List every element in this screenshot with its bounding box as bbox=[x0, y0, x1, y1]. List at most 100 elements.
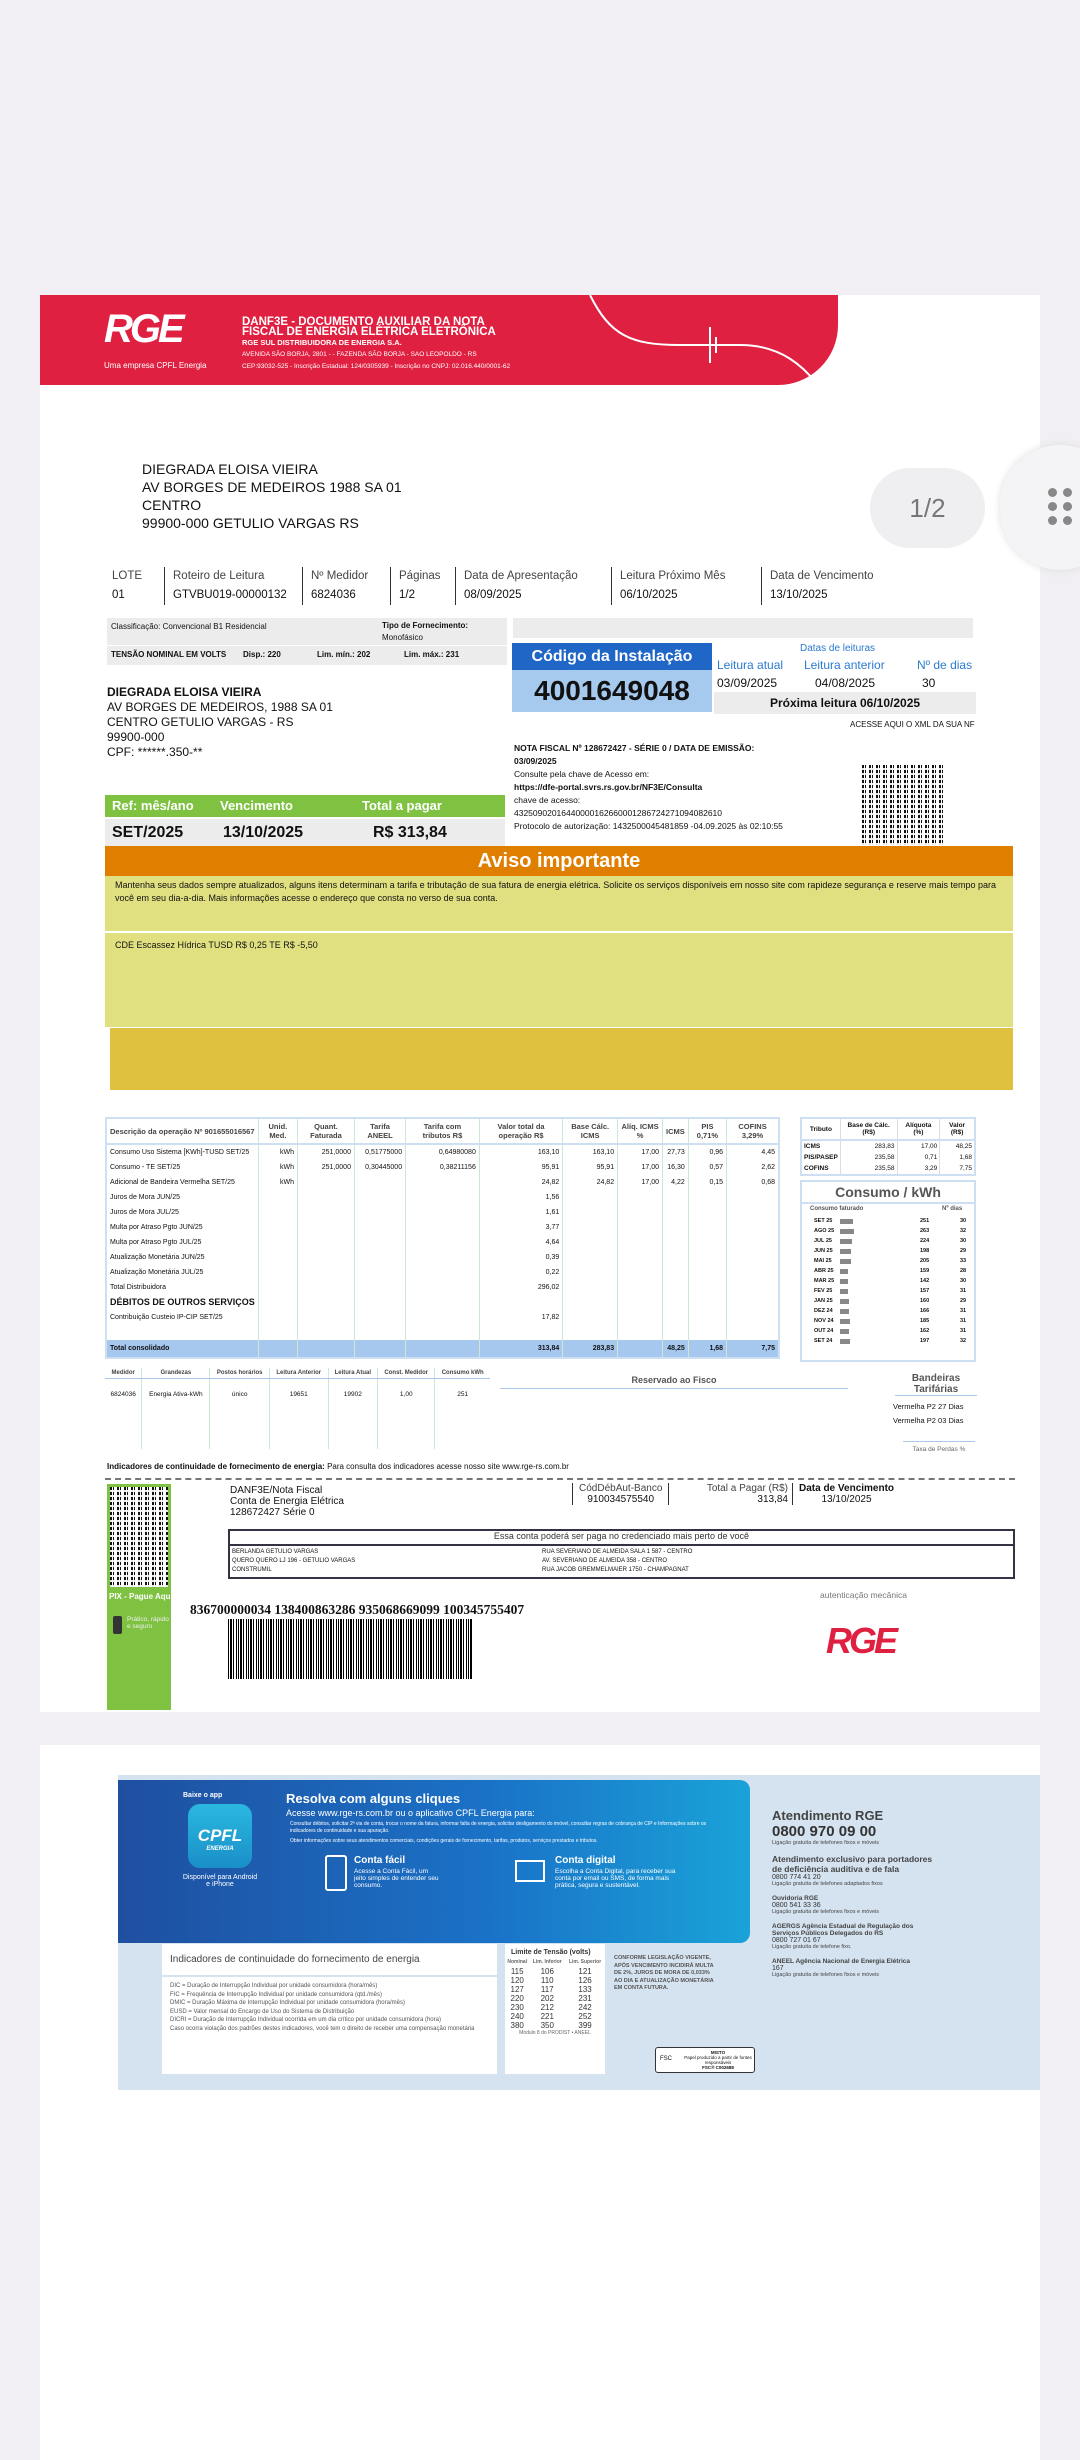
consumption-row: JUN 25 198 29 bbox=[802, 1246, 974, 1256]
digital-text: Escolha a Conta Digital, para receber su… bbox=[555, 1868, 676, 1889]
due-value-green: 13/10/2025 bbox=[223, 824, 304, 841]
contact-phone[interactable]: 0800 970 09 00 bbox=[772, 1823, 877, 1840]
contact-phone[interactable]: 0800 541 33 36 bbox=[772, 1902, 821, 1909]
table-cell bbox=[662, 1205, 689, 1220]
table-cell bbox=[106, 1325, 258, 1340]
payment-header: Ref: mês/ano Vencimento Total a pagar bbox=[105, 795, 505, 817]
header-title-1: DANF3E - DOCUMENTO AUXILIAR DA NOTA bbox=[242, 316, 485, 328]
table-cell bbox=[726, 1235, 779, 1250]
limits-cell: 380 bbox=[510, 2021, 524, 2030]
table-cell bbox=[562, 1235, 618, 1250]
consumption-col2: Nº dias bbox=[942, 1206, 963, 1212]
limits-row: 127 117 133 bbox=[505, 1985, 605, 1994]
bank-label: CódDébAut-Banco bbox=[579, 1483, 663, 1494]
table-cell bbox=[297, 1310, 355, 1325]
table-cell bbox=[726, 1325, 779, 1340]
days-value: 30 bbox=[922, 676, 936, 690]
slip-doc2: Conta de Energia Elétrica bbox=[230, 1496, 344, 1507]
contact-item: Ouvidoria RGE 0800 541 33 36 Ligação gratu… bbox=[772, 1895, 942, 1915]
table-cell: 17,82 bbox=[478, 1310, 563, 1325]
contacts-list: Atendimento RGE 0800 970 09 00 Ligação gra… bbox=[772, 1808, 942, 1986]
table-cell bbox=[353, 1175, 406, 1190]
slip-due: Data de Vencimento 13/10/2025 bbox=[792, 1483, 894, 1505]
slip-doc3: 128672427 Série 0 bbox=[230, 1507, 315, 1518]
contact-note: Ligação gratuita de telefones adaptados … bbox=[772, 1881, 883, 1887]
table-cell bbox=[562, 1295, 618, 1310]
cpfl-app-icon[interactable]: CPFL ENERGIA bbox=[188, 1804, 252, 1868]
indicators-text: Para consulta dos indicadores acesse nos… bbox=[327, 1462, 569, 1471]
indicators-line: Indicadores de continuidade de fornecime… bbox=[107, 1462, 569, 1471]
consumption-row: SET 25 251 30 bbox=[802, 1216, 974, 1226]
consumption-month: JUL 25 bbox=[814, 1238, 832, 1244]
grid-menu-icon[interactable] bbox=[1048, 488, 1073, 525]
table-cell bbox=[405, 1325, 480, 1340]
table-cell bbox=[257, 1250, 298, 1265]
table-cell bbox=[562, 1250, 618, 1265]
table-cell bbox=[687, 1265, 727, 1280]
consumption-month: MAI 25 bbox=[814, 1258, 832, 1264]
pix-qr-code[interactable] bbox=[110, 1487, 168, 1587]
table-cell: Multa por Atraso Pgto JUL/25 bbox=[110, 1239, 202, 1246]
mail-district: CENTRO bbox=[142, 497, 202, 513]
table-cell bbox=[257, 1280, 298, 1295]
table-cell bbox=[617, 1250, 663, 1265]
consumption-days: 30 bbox=[959, 1238, 967, 1244]
table-cell bbox=[478, 1295, 563, 1310]
slip-bank: CódDébAut-Banco 910034575540 bbox=[572, 1483, 670, 1505]
consumption-row: AGO 25 263 32 bbox=[802, 1226, 974, 1236]
table-row: Adicional de Bandeira Vermelha SET/25 kWh… bbox=[106, 1175, 779, 1190]
table-cell: Consumo - TE SET/25 bbox=[110, 1164, 181, 1171]
table-cell: 24,82 bbox=[478, 1175, 563, 1190]
taxes-row: COFINS 235,58 3,29 7,75 bbox=[801, 1163, 975, 1175]
consumption-bar bbox=[840, 1218, 854, 1224]
table-row: DÉBITOS DE OUTROS SERVIÇOS bbox=[106, 1295, 779, 1310]
barcode-number: 836700000034 138400863286 935068669099 1… bbox=[190, 1602, 525, 1617]
barcode bbox=[228, 1619, 473, 1679]
table-cell bbox=[297, 1220, 355, 1235]
contact-phone[interactable]: 167 bbox=[772, 1965, 784, 1972]
slip-total: Total a Pagar (R$) 313,84 bbox=[682, 1483, 788, 1505]
blank-gray-box bbox=[513, 618, 973, 638]
consumption-days: 28 bbox=[959, 1268, 967, 1274]
consumption-days: 32 bbox=[960, 1228, 967, 1234]
taxes-cell: 235,58 bbox=[839, 1163, 898, 1175]
consumption-value: 263 bbox=[920, 1228, 930, 1234]
limits-cell: 127 bbox=[510, 1985, 524, 1994]
customer-cpf: CPF: ******.350-** bbox=[107, 745, 203, 759]
ref-value: SET/2025 bbox=[112, 824, 184, 841]
consumption-value: 198 bbox=[919, 1248, 930, 1254]
due-label: Data de Vencimento bbox=[770, 570, 874, 582]
items-header: Tarifa com tributos R$ bbox=[405, 1118, 480, 1145]
nf-url[interactable]: https://dfe-portal.svrs.rs.gov.br/NF3E/C… bbox=[514, 782, 703, 792]
consumption-month: JAN 25 bbox=[814, 1298, 833, 1304]
items-header: Unid. Med. bbox=[257, 1118, 298, 1145]
due-value: 13/10/2025 bbox=[770, 589, 828, 601]
limits-cell: 106 bbox=[540, 1967, 554, 1976]
table-cell: 0,57 bbox=[687, 1160, 727, 1175]
mechanical-auth-label: autenticação mecânica bbox=[820, 1590, 907, 1600]
taxes-cell: 0,71 bbox=[896, 1152, 940, 1163]
table-cell: 163,10 bbox=[562, 1144, 618, 1160]
table-cell: 163,10 bbox=[478, 1144, 563, 1160]
banner-bullet: Consultar débitos, solicitar 2ª via de c… bbox=[290, 1821, 707, 1834]
table-cell bbox=[353, 1220, 406, 1235]
table-cell bbox=[687, 1250, 727, 1265]
table-cell bbox=[405, 1295, 480, 1310]
contact-phone[interactable]: 0800 774 41 20 bbox=[772, 1874, 821, 1881]
agent-name: BERLANDA GETULIO VARGAS bbox=[232, 1549, 319, 1555]
pix-title: PIX - Pague Aqui bbox=[109, 1592, 173, 1601]
consumption-days: 31 bbox=[959, 1308, 967, 1314]
table-cell: Total Distribuidora bbox=[110, 1284, 167, 1291]
banner-bullet: Obter informações sobre seus atendimento… bbox=[290, 1838, 598, 1844]
xml-link[interactable]: ACESSE AQUI O XML DA SUA NF bbox=[850, 720, 975, 729]
contact-phone[interactable]: 0800 727 01 67 bbox=[772, 1937, 821, 1944]
total-cell: 1,68 bbox=[687, 1340, 727, 1358]
table-cell bbox=[257, 1325, 298, 1340]
table-cell bbox=[687, 1295, 727, 1310]
notice-title: Aviso importante bbox=[105, 846, 1013, 876]
limits-row: 380 350 399 bbox=[505, 2021, 605, 2030]
next-reading: Próxima leitura 06/10/2025 bbox=[714, 692, 976, 714]
table-cell bbox=[662, 1250, 689, 1265]
route-value: GTVBU019-00000132 bbox=[173, 589, 287, 601]
contact-item: ANEEL Agência Nacional de Energia Elétri… bbox=[772, 1958, 942, 1978]
